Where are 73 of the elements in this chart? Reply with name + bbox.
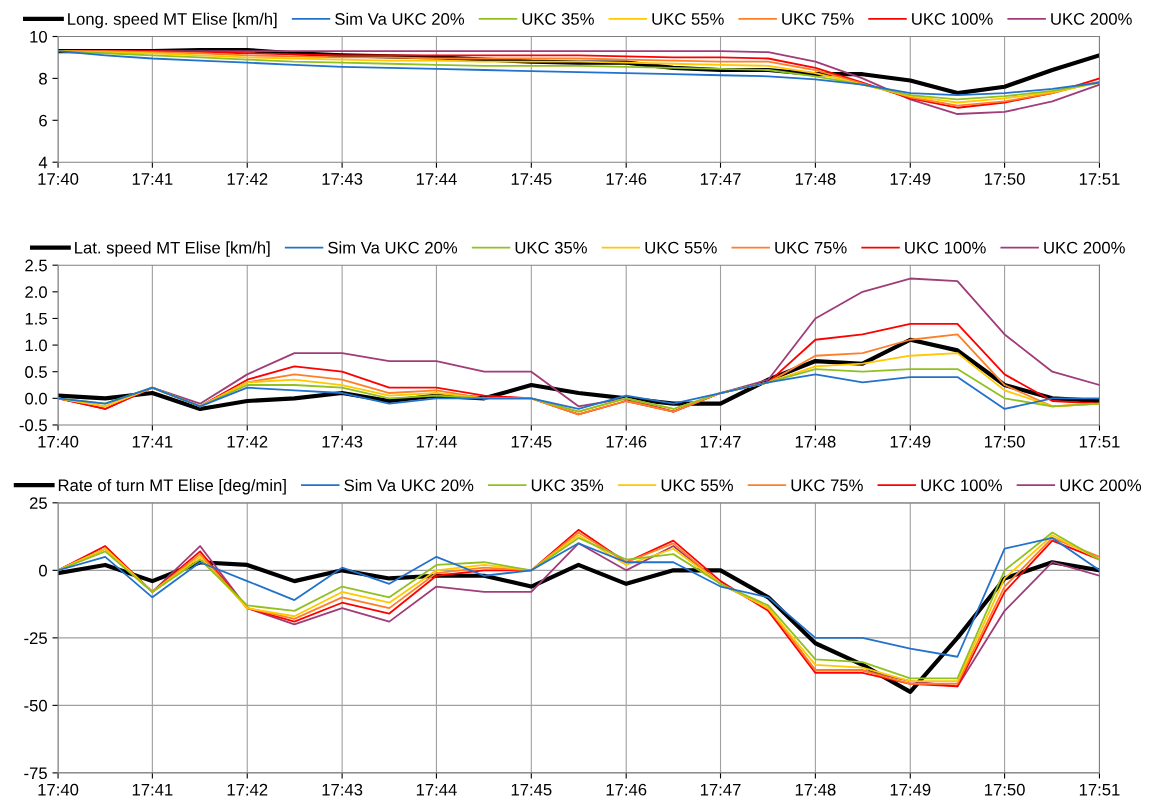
x-tick-label: 17:44 <box>416 435 457 448</box>
y-tick-label: 6 <box>39 114 47 127</box>
legend-label: UKC 100% <box>905 241 986 254</box>
legend-label: UKC 35% <box>522 13 594 25</box>
x-tick-label: 17:47 <box>700 783 741 796</box>
x-tick-label: 17:48 <box>795 435 836 448</box>
y-tick-label: -75 <box>24 767 47 780</box>
x-tick-label: 17:49 <box>890 783 931 796</box>
legend-label: UKC 200% <box>1060 479 1142 492</box>
legend-label: UKC 100% <box>912 13 993 25</box>
x-tick-label: 17:49 <box>890 435 931 448</box>
x-tick-label: 17:42 <box>227 435 268 448</box>
legend-label: Rate of turn MT Elise [deg/min] <box>58 478 286 495</box>
y-tick-label: -50 <box>24 699 47 712</box>
legend-label: Sim Va UKC 20% <box>344 478 474 492</box>
legend-label: UKC 55% <box>661 479 733 492</box>
x-tick-label: 17:49 <box>890 173 931 185</box>
x-tick-label: 17:50 <box>985 173 1025 185</box>
x-tick-label: 17:46 <box>606 173 647 185</box>
x-tick-label: 17:44 <box>416 173 457 185</box>
x-tick-label: 17:51 <box>1079 435 1120 448</box>
x-tick-label: 17:42 <box>227 783 268 796</box>
x-tick-label: 17:40 <box>38 783 79 796</box>
y-tick-label: 25 <box>29 497 47 510</box>
y-tick-label: -25 <box>24 632 47 645</box>
x-tick-label: 17:45 <box>511 783 552 796</box>
legend-label: UKC 75% <box>775 241 847 254</box>
y-tick-label: 0.0 <box>25 392 47 405</box>
y-tick-label: 8 <box>39 72 47 85</box>
y-tick-label: -0.5 <box>19 419 47 432</box>
x-tick-label: 17:47 <box>700 173 741 185</box>
x-tick-label: 17:48 <box>795 173 836 185</box>
x-tick-label: 17:50 <box>985 435 1025 448</box>
x-tick-label: 17:40 <box>38 435 79 448</box>
x-tick-label: 17:45 <box>511 435 552 448</box>
y-tick-label: 0 <box>39 564 47 577</box>
legend-label: Lat. speed MT Elise [km/h] <box>75 241 270 257</box>
y-tick-label: 1.0 <box>25 339 47 352</box>
legend-label: UKC 55% <box>652 13 724 25</box>
x-tick-label: 17:43 <box>322 173 363 185</box>
y-tick-label: 4 <box>38 156 48 169</box>
y-tick-label: 2.5 <box>25 259 47 272</box>
x-tick-label: 17:51 <box>1079 173 1120 185</box>
legend-label: UKC 200% <box>1044 241 1125 254</box>
x-tick-label: 17:51 <box>1079 783 1120 796</box>
x-tick-label: 17:43 <box>322 435 363 448</box>
y-tick-label: 1.5 <box>25 313 47 325</box>
x-tick-label: 17:44 <box>416 783 457 796</box>
legend-label: UKC 35% <box>515 241 587 254</box>
x-tick-label: 17:46 <box>606 435 647 448</box>
legend-label: Sim Va UKC 20% <box>335 12 465 25</box>
legend-label: Long. speed MT Elise [km/h] <box>68 12 277 29</box>
y-tick-label: 2.0 <box>25 286 47 299</box>
x-tick-label: 17:40 <box>38 173 79 185</box>
x-tick-label: 17:43 <box>322 783 363 796</box>
legend-label: UKC 75% <box>782 13 854 25</box>
y-tick-label: 0.5 <box>25 366 47 378</box>
legend-label: UKC 55% <box>645 241 717 254</box>
x-tick-label: 17:47 <box>700 435 741 448</box>
legend-label: UKC 100% <box>921 479 1002 492</box>
y-tick-label: 10 <box>30 30 47 43</box>
x-tick-label: 17:42 <box>227 173 268 185</box>
x-tick-label: 17:41 <box>132 435 173 448</box>
x-tick-label: 17:50 <box>985 783 1025 796</box>
x-tick-label: 17:41 <box>132 173 173 185</box>
x-tick-label: 17:46 <box>606 783 647 796</box>
x-tick-label: 17:45 <box>511 173 552 185</box>
legend-label: Sim Va UKC 20% <box>328 241 458 254</box>
legend-label: UKC 200% <box>1051 13 1132 25</box>
x-tick-label: 17:48 <box>795 783 836 796</box>
legend-label: UKC 35% <box>531 479 604 492</box>
x-tick-label: 17:41 <box>132 783 173 796</box>
legend-label: UKC 75% <box>791 479 863 492</box>
